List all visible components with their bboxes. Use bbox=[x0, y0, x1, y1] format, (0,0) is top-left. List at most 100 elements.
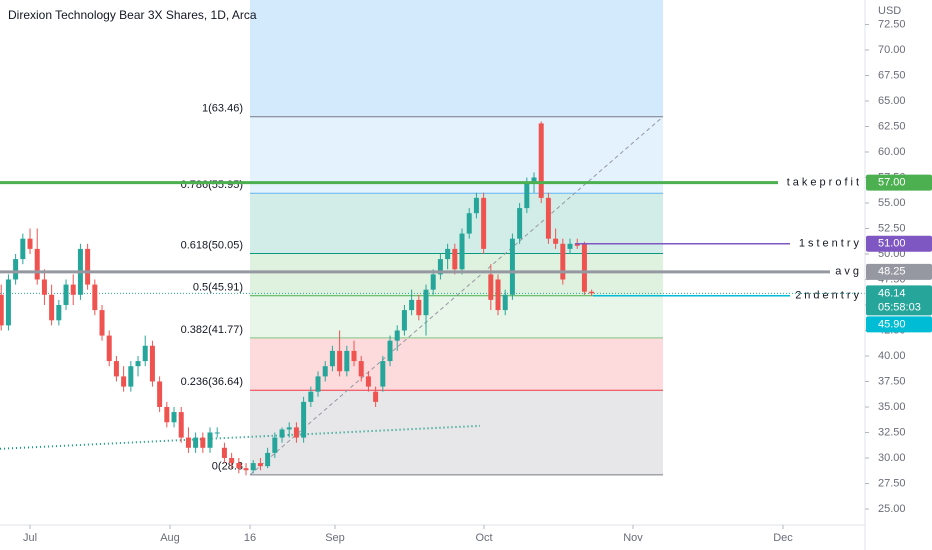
candle-body bbox=[387, 340, 393, 362]
candle-body bbox=[416, 299, 422, 316]
candle-body bbox=[121, 376, 127, 387]
candle-body bbox=[135, 361, 141, 367]
candle-body bbox=[481, 197, 487, 249]
price-box bbox=[866, 174, 932, 191]
x-tick-label: Aug bbox=[160, 532, 180, 544]
candle-body bbox=[329, 350, 335, 367]
candle-body bbox=[5, 279, 11, 326]
candle-body bbox=[92, 284, 98, 311]
fib-label: 0.786(55.95) bbox=[181, 179, 243, 191]
y-tick-label: 25.00 bbox=[878, 503, 906, 515]
candle-body bbox=[243, 468, 249, 471]
candle-body bbox=[495, 279, 501, 311]
price-box-label: 45.90 bbox=[878, 318, 906, 330]
y-tick-label: 70.00 bbox=[878, 44, 906, 56]
candle-body bbox=[157, 381, 163, 407]
fib-label: 0.5(45.91) bbox=[193, 282, 243, 294]
candle-body bbox=[459, 233, 465, 270]
plot-area: 1(63.46) 0.786(55.95) 0.618(50.05) 0.5(45.9… bbox=[0, 0, 865, 476]
candle-body bbox=[365, 376, 371, 387]
candle-body bbox=[286, 427, 292, 430]
countdown: 05:58:03 bbox=[878, 301, 921, 313]
candle-body bbox=[70, 284, 76, 295]
candle-body bbox=[524, 182, 530, 209]
candle-body bbox=[589, 291, 595, 294]
candle-body bbox=[358, 361, 364, 377]
y-tick-label: 67.50 bbox=[878, 69, 906, 81]
candle-body bbox=[301, 401, 307, 438]
candle-body bbox=[221, 447, 227, 458]
y-tick-label: 62.50 bbox=[878, 120, 906, 132]
candle-body bbox=[272, 437, 278, 453]
level-label: 2ndentry bbox=[795, 290, 862, 302]
fib-trend bbox=[249, 116, 664, 476]
y-tick-label: 27.50 bbox=[878, 477, 906, 489]
candle-body bbox=[85, 248, 91, 285]
axes: 72.5070.0067.5065.0062.5060.0057.5055.00… bbox=[23, 18, 932, 544]
x-tick-label: Dec bbox=[773, 532, 793, 544]
candle-body bbox=[128, 366, 134, 387]
y-tick-label: 37.50 bbox=[878, 375, 906, 387]
candle-body bbox=[437, 259, 443, 275]
candle-body bbox=[41, 279, 47, 295]
candle-body bbox=[200, 437, 206, 448]
candle-body bbox=[473, 197, 479, 214]
y-tick-label: 65.00 bbox=[878, 95, 906, 107]
last-price-label: 46.14 bbox=[878, 287, 906, 299]
candle-body bbox=[279, 429, 285, 438]
level-label: avg bbox=[835, 266, 862, 278]
candle-body bbox=[488, 274, 494, 300]
fib-zone bbox=[250, 116, 663, 194]
candle-body bbox=[445, 248, 451, 260]
candle-body bbox=[574, 243, 580, 246]
candle-body bbox=[430, 274, 436, 290]
x-tick-label: Jul bbox=[23, 532, 37, 544]
candle-body bbox=[466, 213, 472, 234]
fib-label: 0.382(41.77) bbox=[181, 324, 243, 336]
currency: USD bbox=[878, 5, 901, 17]
candle-body bbox=[509, 238, 515, 295]
x-tick-label: Oct bbox=[475, 532, 492, 544]
fib-label: 0.618(50.05) bbox=[181, 239, 243, 251]
y-tick-label: 60.00 bbox=[878, 146, 906, 158]
x-tick-label: Nov bbox=[623, 532, 643, 544]
price-box bbox=[866, 263, 932, 280]
candle-body bbox=[351, 350, 357, 362]
fib-label: 0.236(36.64) bbox=[181, 376, 243, 388]
candle-body bbox=[20, 238, 26, 260]
candle-body bbox=[99, 310, 105, 336]
candle-body bbox=[401, 310, 407, 331]
fib-zone bbox=[250, 337, 663, 391]
price-box-label: 51.00 bbox=[878, 238, 906, 250]
fib-label: 1(63.46) bbox=[202, 103, 243, 115]
y-tick-label: 55.00 bbox=[878, 197, 906, 209]
candle-body bbox=[142, 345, 148, 362]
price-box-label: 48.25 bbox=[878, 266, 906, 278]
x-tick-label: 16 bbox=[244, 532, 256, 544]
candle-body bbox=[236, 463, 242, 469]
candle-body bbox=[113, 361, 119, 377]
price-box-label: 57.00 bbox=[878, 176, 906, 188]
y-tick-label: 40.00 bbox=[878, 350, 906, 362]
candle-body bbox=[322, 366, 328, 377]
y-tick-label: 35.00 bbox=[878, 401, 906, 413]
candle-body bbox=[538, 123, 544, 198]
candle-body bbox=[185, 437, 191, 448]
candle-body bbox=[178, 412, 184, 438]
x-tick-label: Sep bbox=[325, 532, 345, 544]
y-tick-label: 72.50 bbox=[878, 18, 906, 30]
trendline bbox=[0, 424, 481, 450]
candle-body bbox=[49, 294, 55, 321]
candle-body bbox=[581, 243, 587, 292]
candle-body bbox=[207, 432, 213, 448]
candle-body bbox=[0, 294, 4, 326]
candle-body bbox=[171, 412, 177, 423]
last-price-box bbox=[866, 285, 932, 316]
candle-body bbox=[257, 463, 263, 467]
candle-body bbox=[567, 243, 573, 249]
candle-body bbox=[452, 248, 458, 270]
candle-body bbox=[250, 463, 256, 471]
fib-label: 0(28.3 bbox=[212, 461, 243, 473]
price-box bbox=[866, 316, 932, 333]
